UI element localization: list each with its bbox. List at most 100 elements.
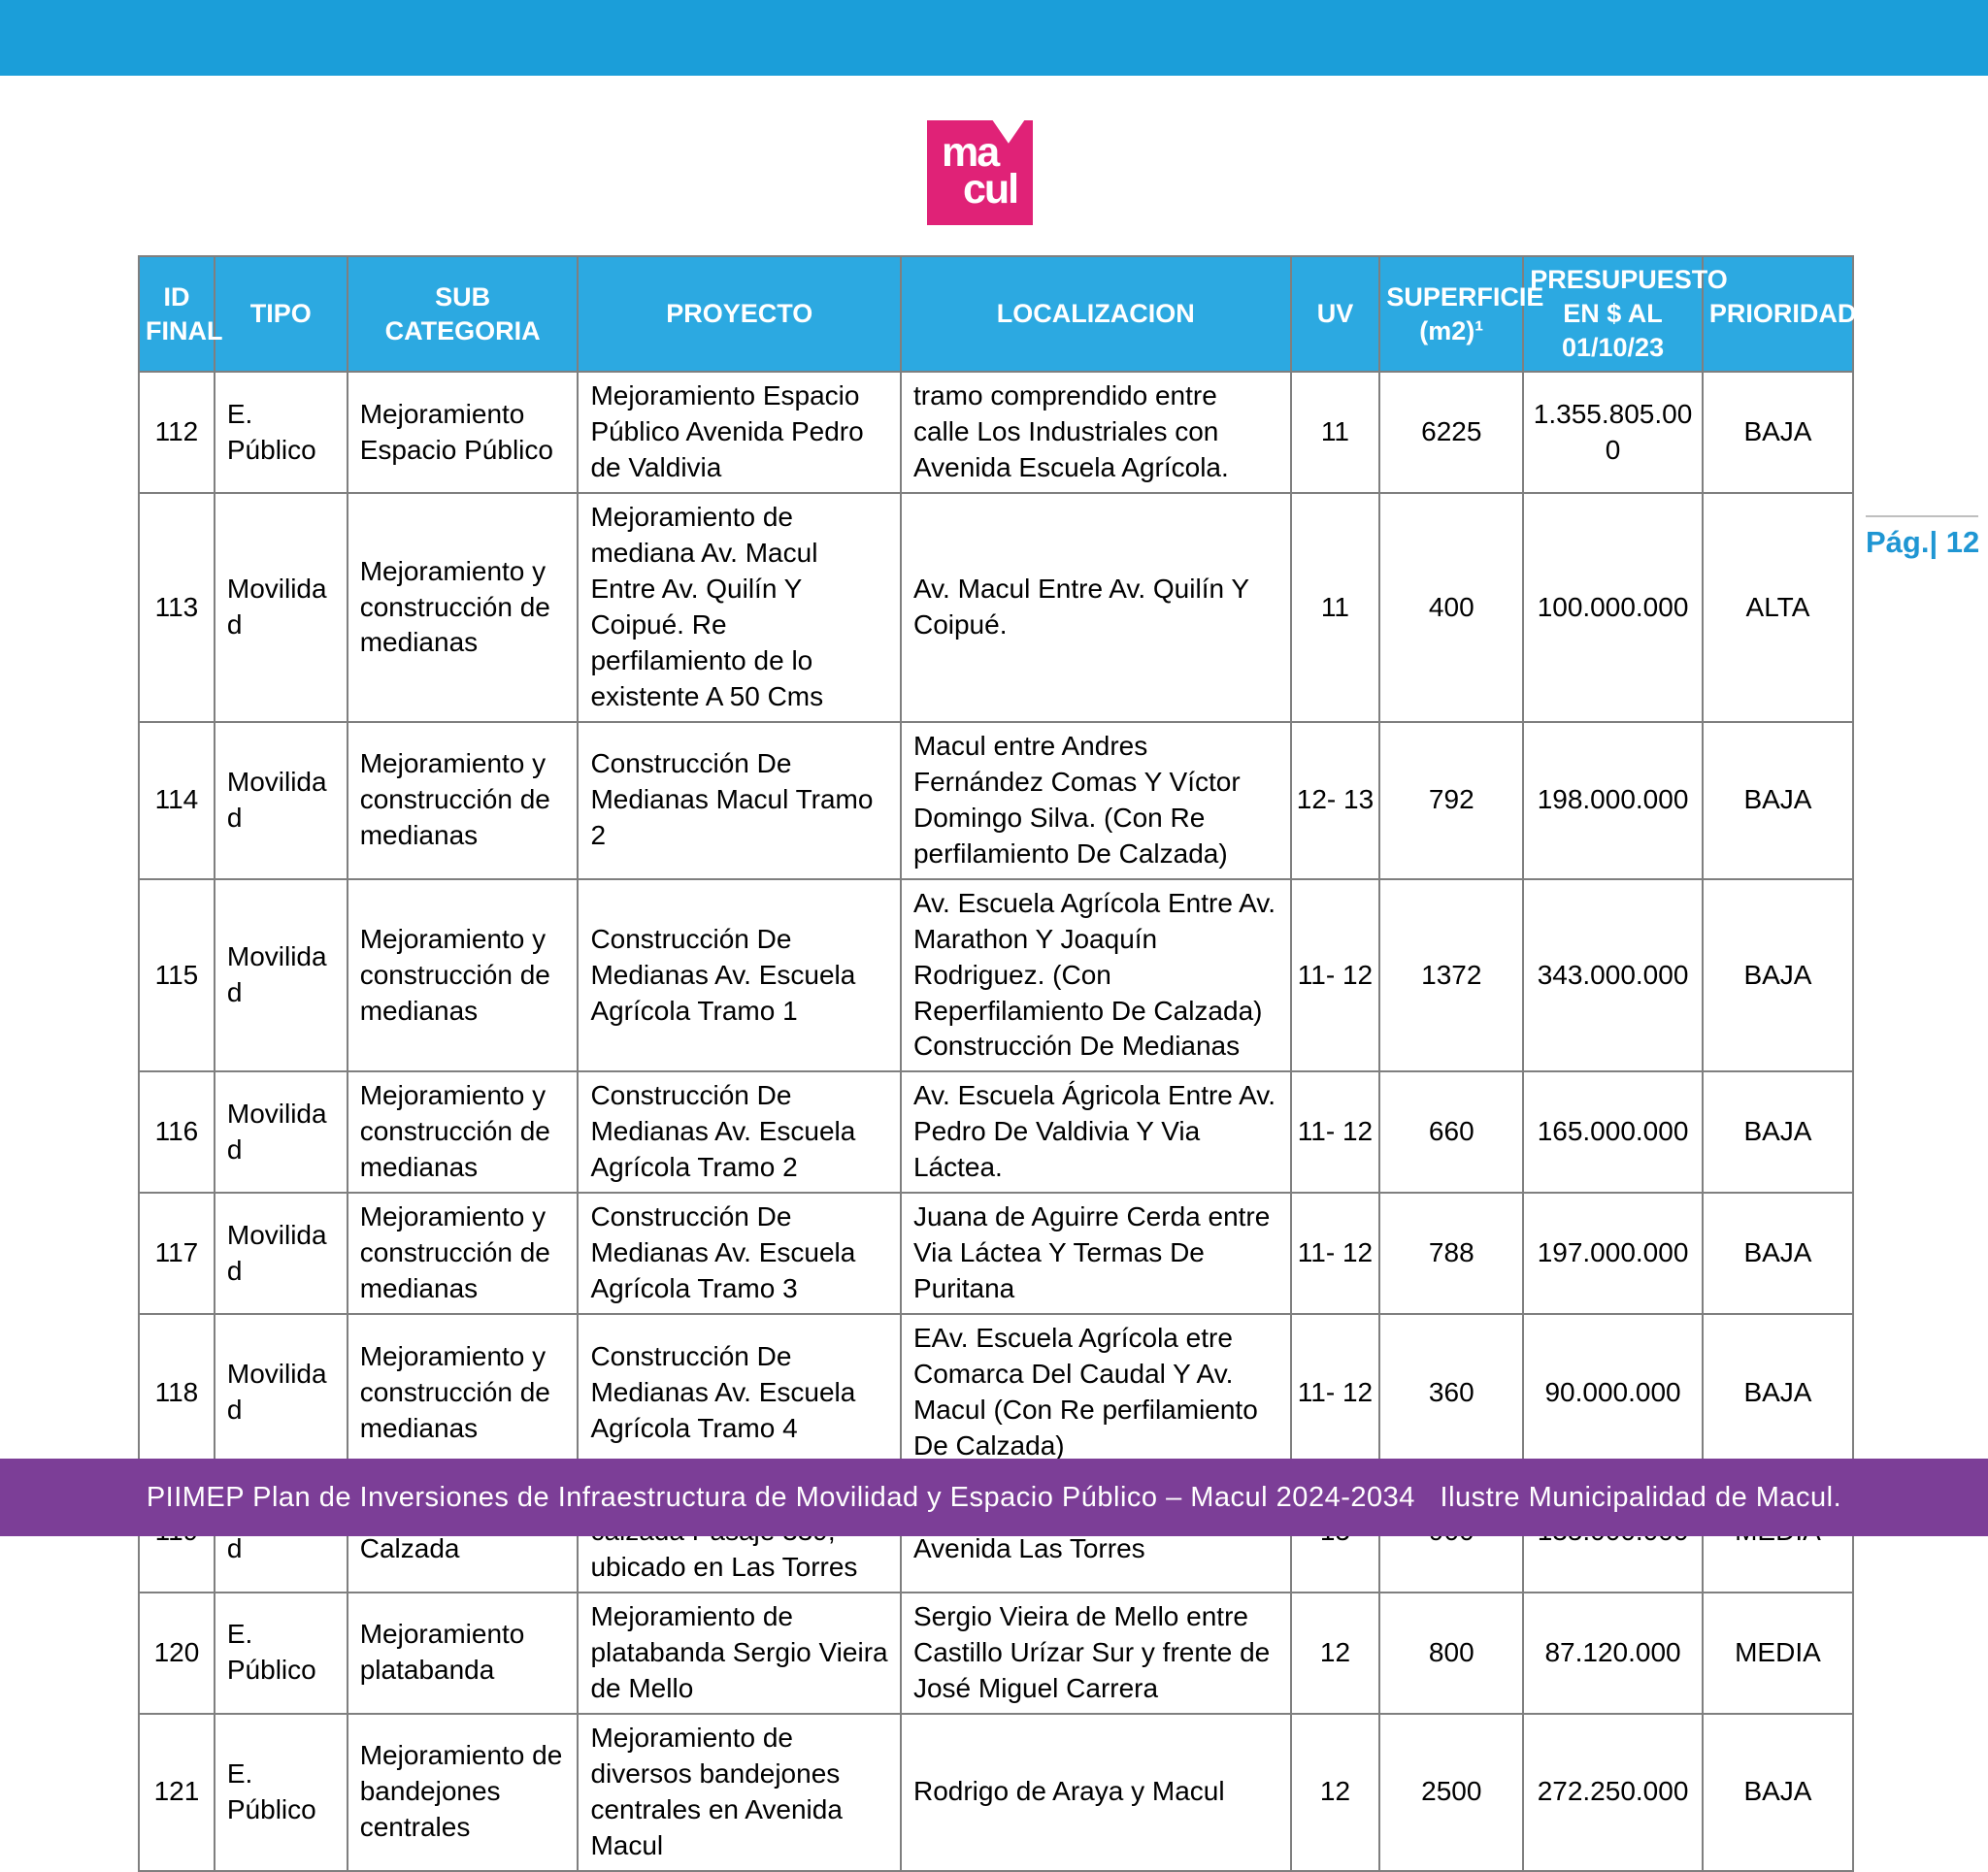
- cell-proyecto: Construcción De Medianas Av. Escuela Agr…: [577, 1192, 902, 1316]
- table-row: 118 Movilidad Mejoramiento y construcción …: [138, 1313, 1855, 1472]
- cell-id: 117: [138, 1192, 215, 1316]
- cell-tipo: Movilidad: [213, 877, 348, 1073]
- cell-sub-categoria: Mejoramiento Espacio Público: [346, 371, 580, 495]
- table-row: 116 Movilidad Mejoramiento y construcción …: [138, 1070, 1855, 1195]
- cell-localizacion: Av. Escuela Ágricola Entre Av. Pedro De …: [899, 1070, 1292, 1195]
- cell-proyecto: Mejoramiento de mediana Av. Macul Entre …: [577, 492, 902, 723]
- footer-bar: PIIMEP Plan de Inversiones de Infraestru…: [0, 1459, 1988, 1536]
- cell-uv: 12- 13: [1289, 720, 1381, 880]
- macul-logo-text-line1: ma: [942, 129, 1000, 176]
- cell-proyecto: Mejoramiento Espacio Público Avenida Ped…: [577, 371, 902, 495]
- table-row: 121 E. Público Mejoramiento de bandejones …: [138, 1712, 1855, 1872]
- cell-uv: 11: [1289, 492, 1381, 723]
- cell-superficie: 2500: [1378, 1712, 1525, 1872]
- cell-sub-categoria: Mejoramiento platabanda: [346, 1591, 580, 1715]
- cell-id: 120: [138, 1591, 215, 1715]
- page-number-rule: [1866, 515, 1978, 517]
- cell-uv: 12: [1289, 1591, 1381, 1715]
- cell-id: 118: [138, 1313, 215, 1472]
- cell-presupuesto: 90.000.000: [1522, 1313, 1704, 1472]
- cell-uv: 11- 12: [1289, 877, 1381, 1073]
- table-row: 113 Movilidad Mejoramiento y construcción …: [138, 492, 1855, 723]
- cell-localizacion: tramo comprendido entre calle Los Indust…: [899, 371, 1292, 495]
- cell-proyecto: Construcción De Medianas Macul Tramo 2: [577, 720, 902, 880]
- cell-localizacion: Rodrigo de Araya y Macul: [899, 1712, 1292, 1872]
- cell-superficie: 792: [1378, 720, 1525, 880]
- page-number-label: Pág.| 12: [1866, 525, 1980, 559]
- cell-tipo: E. Público: [213, 371, 348, 495]
- cell-sub-categoria: Mejoramiento y construcción de medianas: [346, 1313, 580, 1472]
- cell-localizacion: Av. Escuela Agrícola Entre Av. Marathon …: [899, 877, 1292, 1073]
- cell-sub-categoria: Mejoramiento y construcción de medianas: [346, 492, 580, 723]
- cell-proyecto: Construcción De Medianas Av. Escuela Agr…: [577, 1070, 902, 1195]
- cell-tipo: Movilidad: [213, 1313, 348, 1472]
- macul-logo: ma cul: [927, 120, 1033, 225]
- cell-proyecto: Mejoramiento de diversos bandejones cent…: [577, 1712, 902, 1872]
- cell-presupuesto: 197.000.000: [1522, 1192, 1704, 1316]
- footer-text: PIIMEP Plan de Inversiones de Infraestru…: [146, 1481, 1842, 1513]
- column-header-1: TIPO: [213, 254, 348, 374]
- column-header-4: LOCALIZACION: [899, 254, 1292, 374]
- cell-uv: 11- 12: [1289, 1313, 1381, 1472]
- table-row: 115 Movilidad Mejoramiento y construcción …: [138, 877, 1855, 1073]
- column-header-6: SUPERFICIE (m2)¹: [1378, 254, 1543, 374]
- cell-localizacion: Sergio Vieira de Mello entre Castillo Ur…: [899, 1591, 1292, 1715]
- cell-presupuesto: 1.355.805.000: [1522, 371, 1704, 495]
- table-header-row: ID FINAL TIPO SUB CATEGORIA PROYECTO LOCALIZ…: [138, 254, 1856, 374]
- cell-localizacion: EAv. Escuela Agrícola etre Comarca Del C…: [899, 1313, 1292, 1472]
- cell-presupuesto: 272.250.000: [1522, 1712, 1704, 1872]
- cell-presupuesto: 198.000.000: [1522, 720, 1704, 880]
- cell-tipo: Movilidad: [213, 1070, 348, 1195]
- cell-uv: 12: [1289, 1712, 1381, 1872]
- top-accent-bar: [0, 0, 1988, 76]
- table-row: 112 E. Público Mejoramiento Espacio Públic…: [138, 371, 1855, 495]
- cell-uv: 11: [1289, 371, 1381, 495]
- cell-tipo: Movilidad: [213, 720, 348, 880]
- cell-prioridad: BAJA: [1701, 1313, 1855, 1472]
- column-header-8: PRIORIDAD: [1701, 254, 1856, 374]
- cell-tipo: E. Público: [213, 1712, 348, 1872]
- column-header-5: UV: [1289, 254, 1381, 374]
- macul-logo-text-line2: cul: [963, 166, 1019, 213]
- cell-sub-categoria: Mejoramiento y construcción de medianas: [346, 1192, 580, 1316]
- cell-superficie: 400: [1378, 492, 1525, 723]
- cell-localizacion: Av. Macul Entre Av. Quilín Y Coipué.: [899, 492, 1292, 723]
- column-header-7: PRESUPUESTO EN $ AL 01/10/23: [1522, 254, 1728, 374]
- cell-prioridad: BAJA: [1701, 1192, 1855, 1316]
- cell-presupuesto: 87.120.000: [1522, 1591, 1704, 1715]
- table-row: 114 Movilidad Mejoramiento y construcción …: [138, 720, 1855, 880]
- cell-superficie: 360: [1378, 1313, 1525, 1472]
- table-row: 117 Movilidad Mejoramiento y construcción …: [138, 1192, 1855, 1316]
- cell-superficie: 660: [1378, 1070, 1525, 1195]
- cell-prioridad: BAJA: [1701, 371, 1855, 495]
- cell-localizacion: Macul entre Andres Fernández Comas Y Víc…: [899, 720, 1292, 880]
- cell-id: 116: [138, 1070, 215, 1195]
- cell-id: 113: [138, 492, 215, 723]
- cell-superficie: 788: [1378, 1192, 1525, 1316]
- cell-presupuesto: 100.000.000: [1522, 492, 1704, 723]
- cell-tipo: Movilidad: [213, 1192, 348, 1316]
- cell-prioridad: ALTA: [1701, 492, 1855, 723]
- cell-id: 115: [138, 877, 215, 1073]
- cell-tipo: E. Público: [213, 1591, 348, 1715]
- cell-sub-categoria: Mejoramiento y construcción de medianas: [346, 877, 580, 1073]
- cell-prioridad: BAJA: [1701, 1070, 1855, 1195]
- cell-superficie: 1372: [1378, 877, 1525, 1073]
- cell-localizacion: Juana de Aguirre Cerda entre Via Láctea …: [899, 1192, 1292, 1316]
- cell-superficie: 6225: [1378, 371, 1525, 495]
- cell-presupuesto: 165.000.000: [1522, 1070, 1704, 1195]
- column-header-3: PROYECTO: [577, 254, 902, 374]
- cell-prioridad: MEDIA: [1701, 1591, 1855, 1715]
- cell-uv: 11- 12: [1289, 1192, 1381, 1316]
- projects-table: ID FINAL TIPO SUB CATEGORIA PROYECTO LOCALIZ…: [138, 254, 1856, 1872]
- cell-sub-categoria: Mejoramiento y construcción de medianas: [346, 720, 580, 880]
- cell-sub-categoria: Mejoramiento de bandejones centrales: [346, 1712, 580, 1872]
- column-header-2: SUB CATEGORIA: [346, 254, 580, 374]
- projects-table-container: ID FINAL TIPO SUB CATEGORIA PROYECTO LOCALIZ…: [138, 254, 1856, 1872]
- cell-proyecto: Construcción De Medianas Av. Escuela Agr…: [577, 1313, 902, 1472]
- cell-id: 112: [138, 371, 215, 495]
- column-header-0: ID FINAL: [138, 254, 222, 374]
- cell-proyecto: Construcción De Medianas Av. Escuela Agr…: [577, 877, 902, 1073]
- cell-id: 121: [138, 1712, 215, 1872]
- table-row: 120 E. Público Mejoramiento platabanda Mejo…: [138, 1591, 1855, 1715]
